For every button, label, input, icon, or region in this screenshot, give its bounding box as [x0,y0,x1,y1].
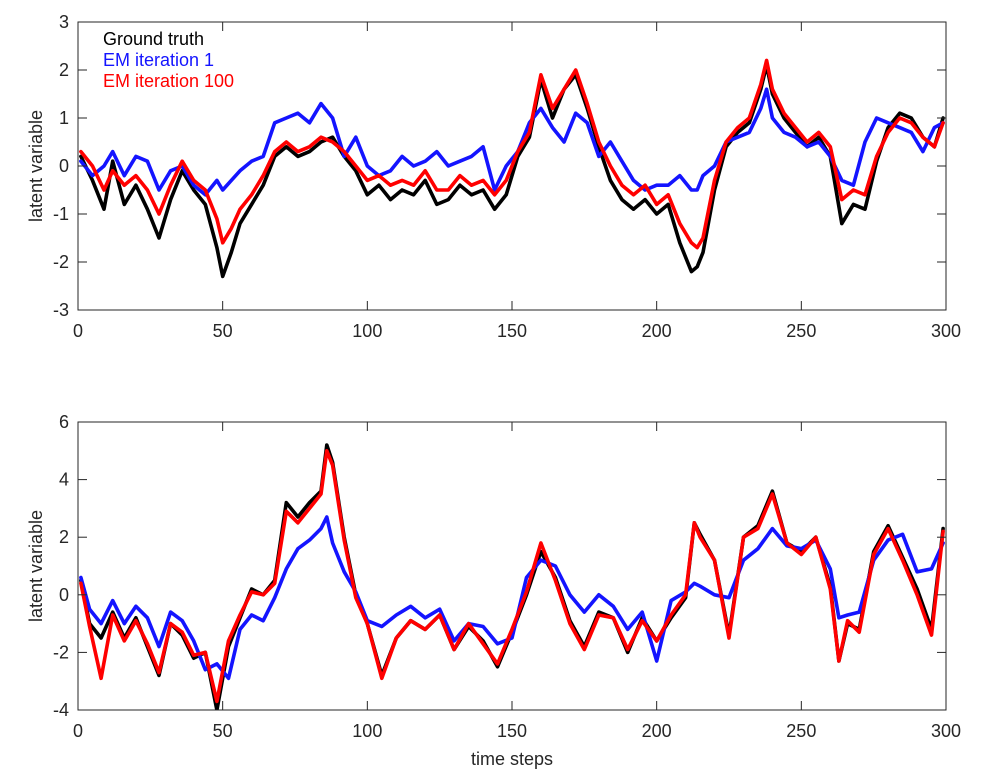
y-tick-label: 2 [59,60,69,80]
y-tick-label: 3 [59,12,69,32]
x-tick-label: 300 [931,321,961,341]
x-tick-label: 300 [931,721,961,741]
series-line-3 [79,58,945,250]
y-tick-label: 1 [59,108,69,128]
legend-entry: EM iteration 1 [103,50,214,70]
x-tick-label: 250 [786,321,816,341]
y-tick-label: 2 [59,527,69,547]
y-tick-label: -2 [53,642,69,662]
y-tick-label: 4 [59,470,69,490]
x-tick-label: 200 [642,321,672,341]
x-tick-label: 0 [73,321,83,341]
x-axis-label: time steps [471,749,553,769]
legend-entry: EM iteration 100 [103,71,234,91]
y-tick-label: 6 [59,412,69,432]
x-tick-label: 150 [497,721,527,741]
y-tick-label: 0 [59,156,69,176]
y-tick-label: 0 [59,585,69,605]
series-line-3 [79,448,945,704]
x-tick-label: 200 [642,721,672,741]
y-axis-label: latent variable [26,110,46,222]
y-tick-label: -3 [53,300,69,320]
x-tick-label: 0 [73,721,83,741]
y-axis-label: latent variable [26,510,46,622]
chart-panel-2: 0 50 100 150 200 250 300 -4 -2 0 2 4 6 latent variabl… [26,412,961,769]
chart-panel-1: 0 50 100 150 200 250 300 -3 -2 -1 0 1 2 3 latent varia… [26,12,961,341]
x-tick-label: 250 [786,721,816,741]
legend-entry: Ground truth [103,29,204,49]
x-tick-label: 100 [352,321,382,341]
y-tick-label: -2 [53,252,69,272]
x-tick-label: 50 [213,721,233,741]
x-tick-label: 50 [213,321,233,341]
x-tick-label: 100 [352,721,382,741]
y-tick-label: -4 [53,700,69,720]
y-tick-label: -1 [53,204,69,224]
x-tick-label: 150 [497,321,527,341]
